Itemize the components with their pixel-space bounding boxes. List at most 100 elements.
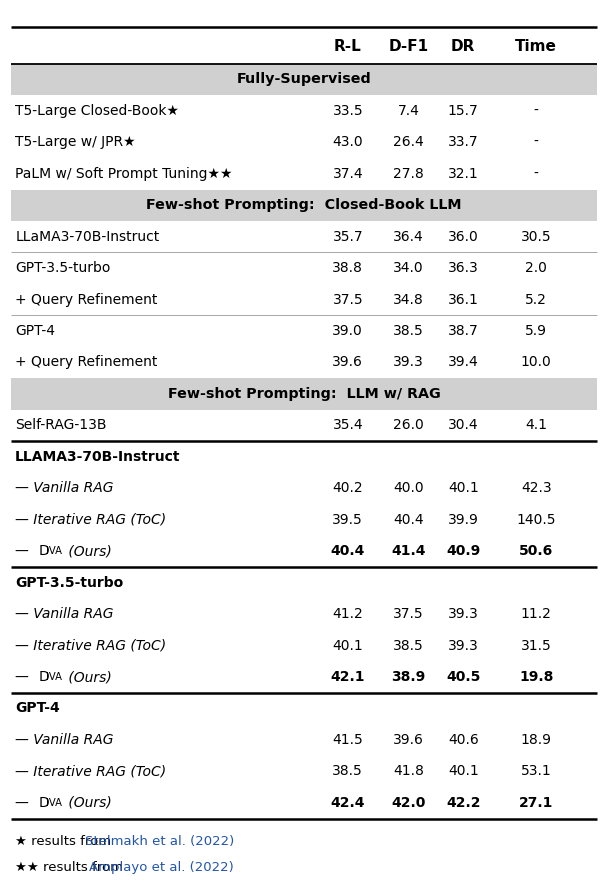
Text: 40.4: 40.4: [331, 544, 365, 558]
Text: 40.2: 40.2: [333, 481, 363, 495]
Text: Stelmakh et al. (2022): Stelmakh et al. (2022): [85, 835, 233, 848]
Bar: [11, 378, 597, 409]
Text: 32.1: 32.1: [448, 167, 478, 181]
Text: 36.3: 36.3: [448, 261, 478, 276]
Text: 41.4: 41.4: [392, 544, 426, 558]
Text: ★ results from: ★ results from: [15, 835, 116, 848]
Text: 40.9: 40.9: [446, 544, 480, 558]
Text: 41.2: 41.2: [333, 607, 363, 621]
Text: — Vanilla RAG: — Vanilla RAG: [15, 733, 114, 747]
Text: GPT-4: GPT-4: [15, 702, 60, 716]
Text: R-L: R-L: [334, 39, 362, 53]
Text: 4.1: 4.1: [525, 418, 547, 432]
Text: LLAMA3-70B-Instruct: LLAMA3-70B-Instruct: [15, 450, 181, 464]
Text: 39.6: 39.6: [393, 733, 424, 747]
Text: -: -: [534, 136, 539, 150]
Text: 10.0: 10.0: [521, 355, 551, 369]
Text: 15.7: 15.7: [448, 104, 478, 118]
Text: DR: DR: [451, 39, 475, 53]
Text: — Iterative RAG (ToC): — Iterative RAG (ToC): [15, 765, 167, 779]
Text: D: D: [38, 544, 49, 558]
Text: 38.5: 38.5: [393, 639, 424, 653]
Text: -: -: [534, 104, 539, 118]
Text: 36.0: 36.0: [448, 229, 478, 244]
Text: 5.9: 5.9: [525, 324, 547, 338]
Text: 40.5: 40.5: [446, 670, 480, 684]
Text: 5.2: 5.2: [525, 292, 547, 307]
Text: 30.4: 30.4: [448, 418, 478, 432]
Text: 38.5: 38.5: [393, 324, 424, 338]
Text: —: —: [15, 796, 33, 810]
Text: 42.2: 42.2: [446, 796, 480, 810]
Text: 19.8: 19.8: [519, 670, 553, 684]
Text: 27.1: 27.1: [519, 796, 553, 810]
Text: — Iterative RAG (ToC): — Iterative RAG (ToC): [15, 639, 167, 653]
Text: 42.0: 42.0: [392, 796, 426, 810]
Text: 33.5: 33.5: [333, 104, 363, 118]
Text: (Ours): (Ours): [64, 670, 112, 684]
Text: D: D: [38, 796, 49, 810]
Text: 30.5: 30.5: [521, 229, 551, 244]
Text: 39.5: 39.5: [333, 513, 363, 527]
Text: 39.0: 39.0: [333, 324, 363, 338]
Text: Time: Time: [516, 39, 557, 53]
Text: 31.5: 31.5: [521, 639, 551, 653]
Text: Few-shot Prompting:  LLM w/ RAG: Few-shot Prompting: LLM w/ RAG: [168, 387, 440, 401]
Text: 26.0: 26.0: [393, 418, 424, 432]
Text: 27.8: 27.8: [393, 167, 424, 181]
Text: 36.1: 36.1: [448, 292, 478, 307]
Text: LLaMA3-70B-Instruct: LLaMA3-70B-Instruct: [15, 229, 159, 244]
Text: 33.7: 33.7: [448, 136, 478, 150]
Text: 39.4: 39.4: [448, 355, 478, 369]
Text: Fully-Supervised: Fully-Supervised: [237, 73, 371, 87]
Bar: [11, 190, 597, 221]
Text: 41.5: 41.5: [333, 733, 363, 747]
Text: 42.3: 42.3: [521, 481, 551, 495]
Text: 2.0: 2.0: [525, 261, 547, 276]
Text: ★★ results from: ★★ results from: [15, 860, 128, 874]
Text: 41.8: 41.8: [393, 765, 424, 779]
Text: D-F1: D-F1: [389, 39, 429, 53]
Text: 53.1: 53.1: [521, 765, 551, 779]
Text: 42.1: 42.1: [331, 670, 365, 684]
Text: 40.1: 40.1: [448, 765, 478, 779]
Text: 40.0: 40.0: [393, 481, 424, 495]
Text: 43.0: 43.0: [333, 136, 363, 150]
Text: IVA: IVA: [46, 546, 62, 556]
Text: 34.0: 34.0: [393, 261, 424, 276]
Text: 36.4: 36.4: [393, 229, 424, 244]
Text: -: -: [534, 167, 539, 181]
Text: 38.9: 38.9: [392, 670, 426, 684]
Text: Amplayo et al. (2022): Amplayo et al. (2022): [89, 860, 234, 874]
Text: — Iterative RAG (ToC): — Iterative RAG (ToC): [15, 513, 167, 527]
Text: — Vanilla RAG: — Vanilla RAG: [15, 607, 114, 621]
Text: 140.5: 140.5: [517, 513, 556, 527]
Text: 40.1: 40.1: [333, 639, 363, 653]
Text: 39.3: 39.3: [448, 639, 478, 653]
Text: + Query Refinement: + Query Refinement: [15, 355, 157, 369]
Text: GPT-3.5-turbo: GPT-3.5-turbo: [15, 261, 111, 276]
Text: 34.8: 34.8: [393, 292, 424, 307]
Text: IVA: IVA: [46, 797, 62, 808]
Text: 40.4: 40.4: [393, 513, 424, 527]
Text: —: —: [15, 670, 33, 684]
Text: 11.2: 11.2: [521, 607, 551, 621]
Text: 40.6: 40.6: [448, 733, 478, 747]
Text: 50.6: 50.6: [519, 544, 553, 558]
Text: — Vanilla RAG: — Vanilla RAG: [15, 481, 114, 495]
Text: 39.3: 39.3: [393, 355, 424, 369]
Text: Self-RAG-13B: Self-RAG-13B: [15, 418, 106, 432]
Text: 42.4: 42.4: [331, 796, 365, 810]
Text: 37.5: 37.5: [333, 292, 363, 307]
Text: GPT-3.5-turbo: GPT-3.5-turbo: [15, 576, 123, 590]
Text: 39.9: 39.9: [448, 513, 478, 527]
Text: 39.3: 39.3: [448, 607, 478, 621]
Text: 38.7: 38.7: [448, 324, 478, 338]
Bar: [11, 64, 597, 95]
Text: —: —: [15, 544, 33, 558]
Text: IVA: IVA: [46, 672, 62, 682]
Text: 37.5: 37.5: [393, 607, 424, 621]
Text: 18.9: 18.9: [521, 733, 551, 747]
Text: 38.5: 38.5: [333, 765, 363, 779]
Text: T5-Large Closed-Book★: T5-Large Closed-Book★: [15, 104, 179, 118]
